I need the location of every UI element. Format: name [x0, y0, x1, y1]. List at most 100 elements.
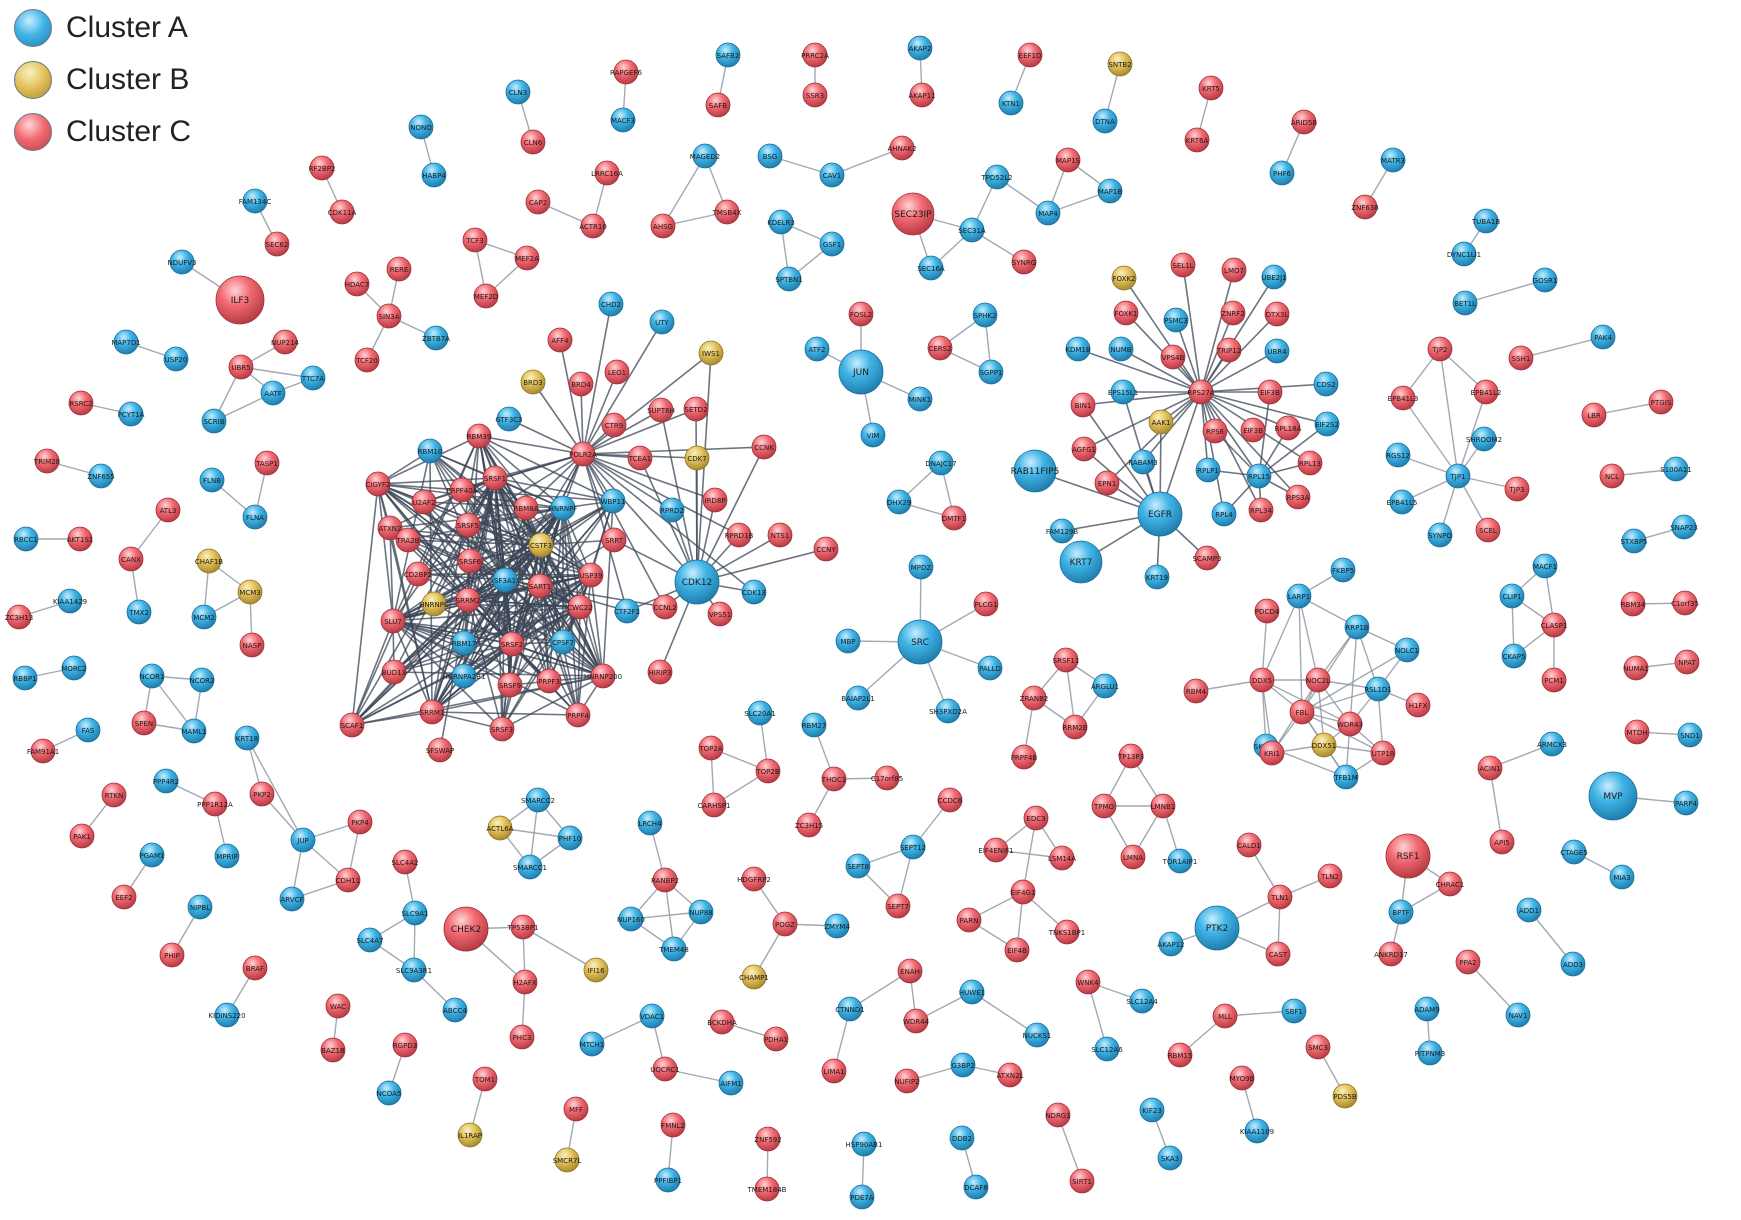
node-circle [1532, 267, 1558, 293]
node-label: ZNF592 [754, 1136, 781, 1144]
node-label: C17orf85 [871, 775, 903, 783]
edge [1200, 350, 1278, 393]
node-nufip2: NUFIP2 [894, 1068, 920, 1094]
node-scrib: SCRIB [201, 408, 227, 434]
node-circle [647, 659, 673, 685]
node-circle [886, 489, 912, 515]
node-circle [528, 532, 554, 558]
edge [494, 477, 513, 645]
edge [539, 585, 666, 608]
node-kdelr3: KDELR3 [767, 209, 795, 235]
node-armcx3: ARMCX3 [1537, 731, 1567, 757]
node-label: ARID5B [1291, 119, 1318, 127]
node-circle [1065, 336, 1091, 362]
node-label: CLASP1 [1541, 622, 1568, 630]
node-circle [1663, 456, 1689, 482]
node-slc12a4: SLC12A4 [1126, 988, 1158, 1014]
node-circle [1378, 941, 1404, 967]
node-cwc22: CWC22 [567, 594, 593, 620]
node-tcf3: TCF3 [462, 227, 488, 253]
node-phip: PHIP [159, 942, 185, 968]
node-label: PHF6 [1273, 170, 1292, 178]
node-circle [187, 894, 213, 920]
edge [1120, 348, 1202, 393]
edge [509, 574, 592, 686]
node-circle [1385, 442, 1411, 468]
node-circle [838, 349, 884, 395]
node-slc9a3r1: SLC9A3R1 [396, 957, 432, 983]
node-sptbn1: SPTBN1 [775, 266, 803, 292]
node-label: SRRM2 [456, 597, 481, 605]
node-circle [449, 477, 475, 503]
node-circle [1332, 1083, 1358, 1109]
node-circle [741, 866, 767, 892]
node-label: PRRC2A [801, 52, 829, 60]
node-circle [550, 495, 576, 521]
node-label: ZBTB7A [422, 335, 450, 343]
node-label: SLC9A3R1 [396, 967, 432, 975]
node-label: SEC31A [958, 227, 986, 235]
node-mia3: MIA3 [1609, 864, 1635, 890]
node-fbl: FBL [1289, 699, 1315, 725]
node-label: CD2BP2 [404, 571, 432, 579]
node-circle [1011, 744, 1037, 770]
node-circle [1516, 897, 1542, 923]
node-label: SEL1L [1172, 262, 1193, 270]
node-label: HIRIP3 [649, 669, 672, 677]
node-label: KIAA1109 [1240, 1128, 1274, 1136]
node-label: UBR5 [231, 364, 250, 372]
node-sbf1: SBF1 [1281, 998, 1307, 1024]
node-label: FAM134C [239, 198, 272, 206]
node-ndrg1: NDRG1 [1045, 1102, 1071, 1128]
node-kdm1b: KDM1B [1065, 336, 1091, 362]
node-label: KDELR3 [767, 219, 795, 227]
node-wnk4: WNK4 [1075, 969, 1101, 995]
edge [478, 435, 614, 502]
node-label: RAPGEF6 [610, 69, 642, 77]
node-circle [496, 406, 522, 432]
edge [582, 352, 712, 455]
node-label: TJP3 [1508, 486, 1524, 494]
node-label: ADD1 [1519, 907, 1539, 915]
node-label: RPL13 [1299, 460, 1321, 468]
edge [1200, 391, 1289, 429]
node-circle [199, 467, 225, 493]
node-label: RTKN [105, 792, 123, 800]
node-maml1: MAML1 [181, 718, 207, 744]
node-parn: PARN [956, 907, 982, 933]
node-rf2bp2: RF2BP2 [309, 155, 335, 181]
node-label: NUP160 [617, 916, 645, 924]
node-circle [1385, 833, 1431, 879]
node-circle [419, 699, 445, 725]
node-label: PDS5B [1333, 1093, 1357, 1101]
node-label: MBP [840, 638, 855, 646]
legend-label: Cluster A [66, 11, 188, 44]
node-circle [101, 782, 127, 808]
node-circle [652, 594, 678, 620]
node-label: ZC3H15 [795, 822, 823, 830]
edge [1301, 626, 1358, 713]
node-circle [242, 504, 268, 530]
node-label: RPL34 [1250, 507, 1272, 515]
node-label: MLL [1218, 1013, 1232, 1021]
node-label: CPSF7 [552, 639, 574, 647]
node-cers2: CERS2 [927, 335, 953, 361]
node-label: RBM39 [467, 433, 492, 441]
node-circle [1477, 755, 1503, 781]
node-circle [1281, 998, 1307, 1024]
node-label: SRSF11 [1053, 657, 1080, 665]
edge [582, 303, 612, 455]
node-label: SPEN [135, 720, 153, 728]
node-circle [1508, 345, 1534, 371]
edge [431, 585, 541, 713]
node-mef2a: MEF2A [514, 245, 540, 271]
node-hdgfrp2: HDGFRP2 [737, 866, 771, 892]
node-pdha1: PDHA1 [763, 1026, 789, 1052]
node-circle [69, 823, 95, 849]
node-circle [984, 164, 1010, 190]
node-braf: BRAF [242, 955, 268, 981]
node-dnajc17: DNAJC17 [925, 450, 957, 476]
node-nolc1: NOLC1 [1394, 637, 1420, 663]
node-circle [813, 536, 839, 562]
node-circle [705, 92, 731, 118]
